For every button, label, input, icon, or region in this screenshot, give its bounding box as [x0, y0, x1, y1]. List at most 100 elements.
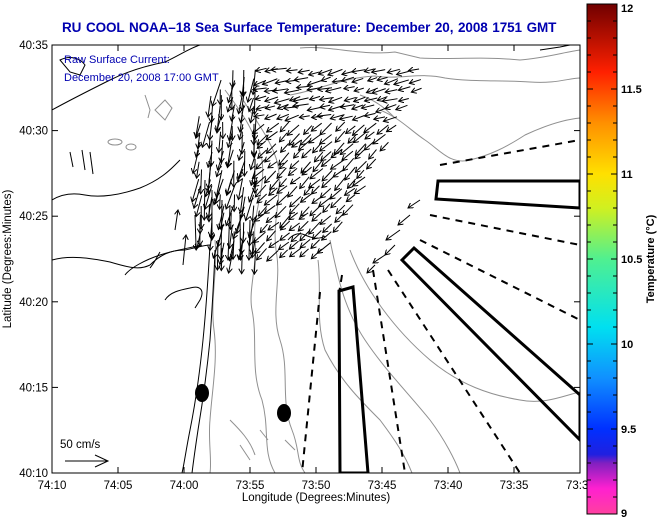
x-tick-label: 73:45: [368, 480, 397, 492]
current-vector-arrow: [312, 195, 323, 203]
current-vector-arrow: [321, 77, 331, 81]
isobath-contour: [299, 46, 580, 61]
current-vector-arrow: [317, 115, 332, 117]
current-vector-arrow: [300, 134, 312, 145]
current-vector-arrow: [354, 96, 366, 101]
current-vector-arrow: [226, 185, 236, 209]
current-vector-arrow: [354, 88, 364, 91]
colorbar-tick-label: 9.5: [621, 424, 636, 436]
current-vector-arrow: [300, 248, 309, 257]
scale-arrow-icon: [65, 454, 110, 468]
current-vector-arrow: [284, 107, 299, 109]
current-vector-arrow: [347, 178, 357, 188]
current-vector-arrow: [385, 90, 398, 93]
current-vector-arrow: [289, 222, 300, 231]
isobath-island: [125, 143, 137, 151]
current-vector-arrow: [270, 178, 280, 190]
current-vector-arrow: [408, 199, 421, 208]
current-vector-arrow: [336, 121, 346, 131]
current-vector-arrow: [335, 212, 345, 222]
current-vector-arrow: [367, 264, 376, 273]
current-vector-arrow: [240, 214, 241, 260]
colorbar-ticks: 12 11.5 11 10.5 10 9.5 9: [587, 3, 642, 519]
y-tick-label: 40:10: [19, 468, 48, 480]
coastline-segment: [52, 45, 201, 111]
current-vector-arrow: [300, 238, 311, 247]
current-vector-arrow: [300, 176, 310, 189]
current-vector-arrow: [216, 170, 223, 197]
current-vector-arrow: [320, 141, 333, 151]
colorbar-label: Temperature (°C): [645, 214, 657, 303]
sector-dashed-line: [419, 239, 580, 321]
survey-box-1: [434, 179, 580, 210]
current-vector-arrow: [299, 116, 310, 118]
current-vector-arrow: [218, 150, 224, 170]
current-vector-arrow: [365, 131, 375, 139]
current-vector-arrow: [254, 80, 266, 86]
coastline-segment: [124, 244, 203, 276]
current-vector-arrow: [274, 98, 290, 103]
current-vector-arrow: [194, 185, 201, 208]
current-vector-arrow: [377, 124, 389, 134]
y-tick-label: 40:20: [19, 297, 48, 309]
current-vector-arrow: [287, 124, 300, 135]
current-vector-arrow: [290, 196, 302, 206]
isobath-contour: [224, 89, 276, 473]
current-vector-arrow: [383, 116, 398, 122]
current-vector-arrow: [228, 149, 234, 167]
current-vector-arrow: [249, 97, 254, 112]
current-vector-arrow: [322, 176, 335, 187]
current-vector-arrow: [320, 97, 334, 99]
current-vector-arrow: [240, 114, 243, 132]
current-vector-arrow: [399, 98, 409, 101]
current-vector-arrow: [322, 231, 332, 241]
current-vector-arrow: [248, 78, 255, 103]
current-vector-arrow: [238, 168, 244, 182]
x-tick-label: 73:55: [236, 480, 265, 492]
current-vector-arrow: [353, 115, 365, 121]
current-vector-arrow: [221, 199, 222, 260]
current-vector-arrow: [374, 117, 386, 119]
current-vector-arrow: [357, 169, 365, 178]
x-tick-label: 74:10: [38, 480, 67, 492]
current-vector-arrow: [394, 79, 409, 84]
current-vector-arrow: [196, 142, 201, 157]
x-tick-label: 73:40: [434, 480, 463, 492]
current-vector-arrow: [281, 143, 289, 152]
current-vectors: [69, 68, 422, 274]
survey-box-3: [337, 285, 370, 473]
current-vector-arrow: [372, 70, 386, 73]
current-vector-arrow: [364, 140, 375, 150]
current-vector-arrow: [364, 113, 376, 116]
current-vector-arrow: [352, 124, 365, 136]
current-vector-arrow: [288, 167, 298, 175]
current-vector-arrow: [196, 123, 202, 139]
current-vector-arrow: [262, 78, 278, 85]
current-vector-arrow: [353, 176, 366, 186]
current-vector-arrow: [322, 170, 333, 181]
current-vector-arrow: [354, 185, 366, 194]
current-vector-arrow: [299, 212, 309, 219]
current-vector-arrow: [254, 175, 267, 186]
coastline-segment: [52, 159, 181, 201]
current-vector-arrow: [301, 193, 312, 202]
current-vector-arrow: [202, 121, 211, 147]
isobath-contour: [317, 259, 413, 473]
current-vector-arrow: [352, 78, 364, 82]
sector-dashed-lines: [301, 139, 580, 473]
sector-dashed-line: [301, 291, 321, 473]
current-vector-arrow: [386, 124, 397, 132]
sector-dashed-line: [337, 274, 343, 301]
current-vector-arrow: [367, 158, 377, 169]
colorbar-tick-label: 10: [621, 339, 633, 351]
current-vector-arrow: [289, 212, 299, 220]
current-vector-arrow: [309, 221, 321, 234]
current-vector-arrow: [309, 178, 321, 188]
current-vector-arrow: [397, 71, 409, 74]
isobath-contour: [144, 94, 151, 119]
isobath-contour: [239, 94, 306, 473]
isobath-contour: [289, 75, 580, 96]
current-vector-arrow: [368, 78, 378, 81]
y-tick-label: 40:35: [19, 40, 48, 52]
current-vector-arrow: [345, 187, 356, 195]
